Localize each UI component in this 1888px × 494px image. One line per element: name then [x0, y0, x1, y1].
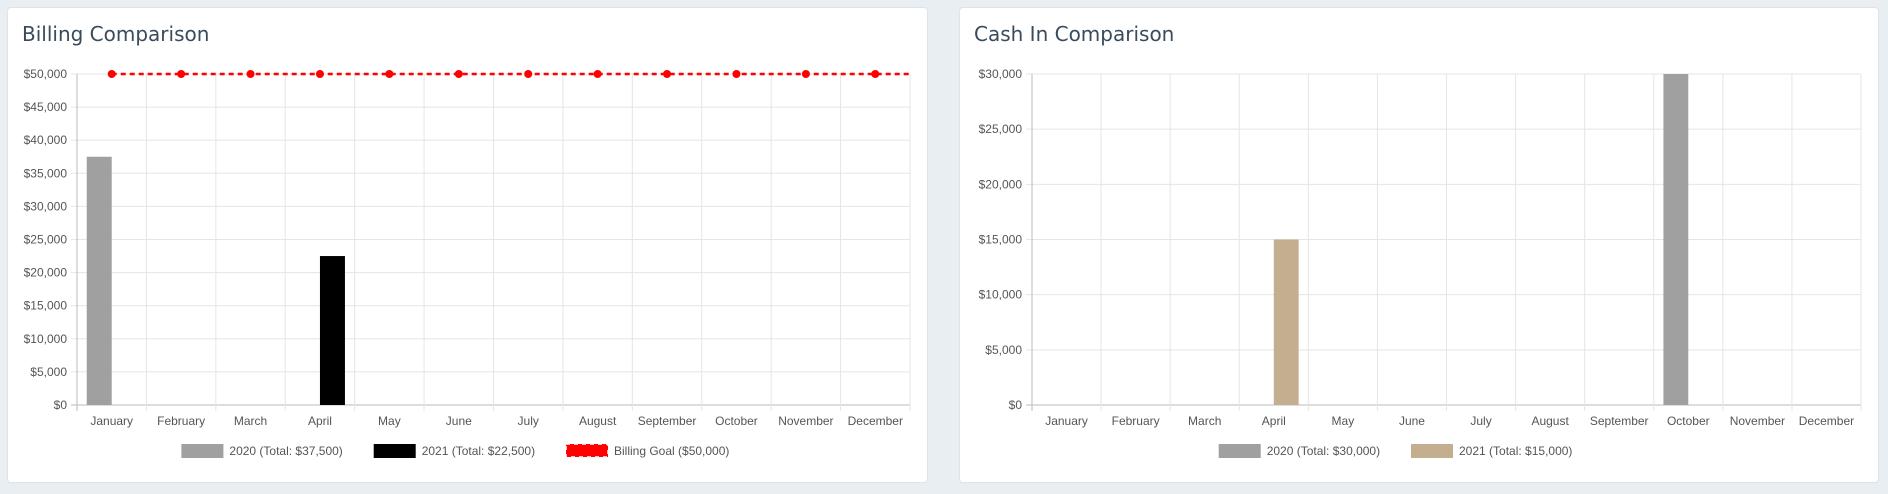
y-tick-label: $0 — [1009, 398, 1023, 412]
x-tick-label: June — [446, 414, 472, 428]
goal-point — [663, 70, 672, 78]
goal-point — [177, 70, 186, 78]
x-tick-label: March — [234, 414, 267, 428]
goal-point — [801, 70, 810, 78]
x-tick-label: April — [308, 414, 332, 428]
legend-label: 2021 (Total: $22,500) — [422, 444, 535, 458]
x-tick-label: July — [1470, 414, 1491, 428]
card-title: Cash In Comparison — [974, 22, 1175, 46]
x-tick-label: May — [378, 414, 401, 428]
x-tick-label: September — [638, 414, 697, 428]
goal-point — [315, 70, 324, 78]
goal-point — [871, 70, 880, 78]
y-tick-label: $25,000 — [24, 233, 68, 247]
legend-swatch — [1218, 444, 1261, 458]
bar — [319, 256, 345, 405]
x-tick-label: April — [1262, 414, 1286, 428]
legend-swatch — [566, 444, 608, 457]
x-tick-label: June — [1399, 414, 1425, 428]
y-tick-label: $5,000 — [985, 343, 1022, 357]
y-tick-label: $0 — [54, 398, 68, 412]
x-tick-label: February — [1112, 414, 1160, 428]
y-tick-label: $30,000 — [24, 199, 68, 213]
bar — [1663, 74, 1689, 405]
y-tick-label: $5,000 — [30, 365, 67, 379]
x-tick-label: November — [778, 414, 833, 428]
x-tick-label: May — [1332, 414, 1355, 428]
legend-label: 2020 (Total: $30,000) — [1267, 444, 1380, 458]
x-tick-label: July — [518, 414, 539, 428]
x-tick-label: November — [1730, 414, 1785, 428]
x-tick-label: September — [1590, 414, 1649, 428]
y-tick-label: $20,000 — [979, 177, 1023, 191]
y-tick-label: $50,000 — [24, 67, 68, 81]
goal-point — [593, 70, 602, 78]
legend-label: 2021 (Total: $15,000) — [1459, 444, 1572, 458]
goal-point — [732, 70, 741, 78]
legend-swatch — [181, 444, 224, 458]
goal-point — [385, 70, 394, 78]
legend-label: 2020 (Total: $37,500) — [229, 444, 342, 458]
x-tick-label: February — [157, 414, 205, 428]
bar — [86, 156, 112, 405]
bar — [1273, 239, 1299, 405]
x-tick-label: August — [579, 414, 617, 428]
billing-comparison-chart: $0 $5,000 $10,000 $15,000 $20,000 $25,000 $30,… — [24, 67, 911, 458]
y-tick-label: $15,000 — [24, 299, 68, 313]
cash-in-comparison-card: Cash In Comparison $0 $5,000 $10,000 $15,00… — [959, 7, 1879, 483]
legend-swatch — [373, 444, 416, 458]
billing-comparison-card: Billing Comparison $0 $5,000 $10,000 $15,00… — [7, 7, 928, 483]
y-tick-label: $10,000 — [979, 288, 1023, 302]
y-tick-label: $25,000 — [979, 122, 1023, 136]
goal-point — [107, 70, 116, 78]
legend-label: Billing Goal ($50,000) — [614, 444, 729, 458]
x-tick-label: December — [848, 414, 903, 428]
y-tick-label: $10,000 — [24, 332, 68, 346]
y-tick-label: $45,000 — [24, 100, 68, 114]
legend-swatch — [1411, 444, 1453, 458]
y-tick-label: $15,000 — [979, 233, 1023, 247]
y-tick-label: $40,000 — [24, 133, 68, 147]
x-tick-label: December — [1799, 414, 1854, 428]
x-tick-label: March — [1188, 414, 1221, 428]
x-tick-label: August — [1531, 414, 1569, 428]
x-tick-label: January — [90, 414, 133, 428]
card-title: Billing Comparison — [22, 22, 210, 46]
goal-point — [454, 70, 463, 78]
x-tick-label: October — [1667, 414, 1710, 428]
goal-point — [246, 70, 255, 78]
y-tick-label: $30,000 — [979, 67, 1023, 81]
y-tick-label: $20,000 — [24, 266, 68, 280]
legend-swatch-dash — [565, 443, 609, 458]
x-tick-label: January — [1045, 414, 1088, 428]
x-tick-label: October — [715, 414, 758, 428]
cash-in-comparison-chart: $0 $5,000 $10,000 $15,000 $20,000 $25,000 $30,… — [979, 67, 1862, 458]
y-tick-label: $35,000 — [24, 166, 68, 180]
goal-point — [524, 70, 533, 78]
